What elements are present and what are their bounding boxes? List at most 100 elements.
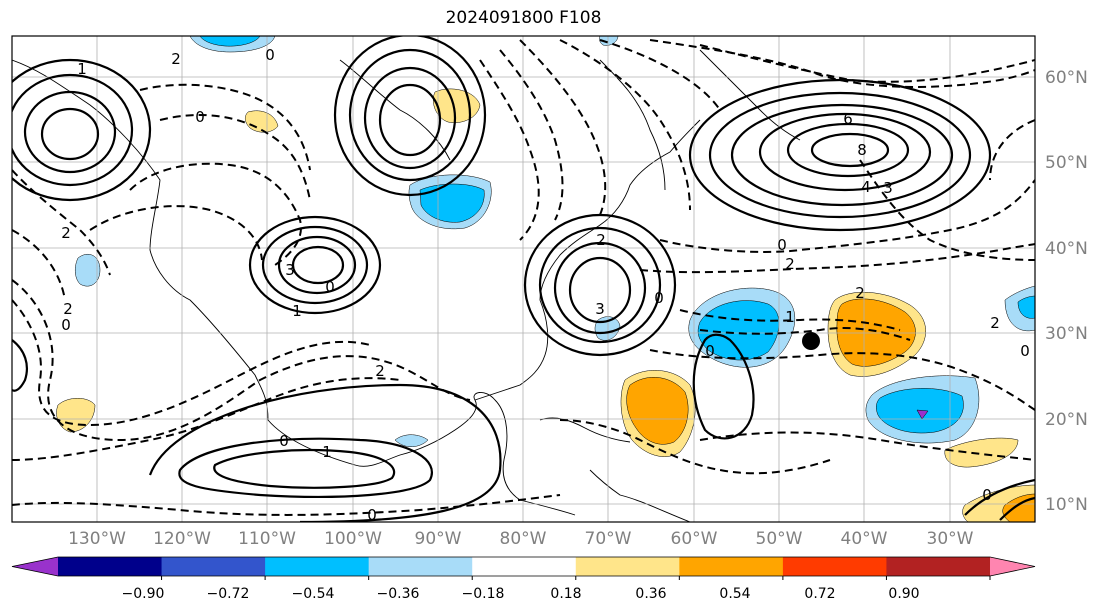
map-title: 2024091800 F108 (445, 8, 602, 28)
contour-line (248, 215, 382, 315)
contour-line (12, 229, 66, 301)
contour-line (129, 162, 302, 266)
colorbar-tick-label: −0.54 (291, 586, 335, 602)
colorbar-tick-label: −0.90 (121, 586, 165, 602)
colorbar-segment (575, 557, 680, 576)
lat-label: 20°N (1045, 410, 1088, 430)
positive-anomaly-region (56, 398, 96, 433)
lon-label: 90°W (414, 529, 462, 549)
contour-label: 3 (883, 179, 893, 197)
contour-line (178, 437, 433, 498)
contour-line (261, 225, 369, 305)
contour-layer (12, 36, 1035, 522)
colorbar-tick-label: −0.18 (461, 586, 505, 602)
colorbar (11, 556, 1036, 580)
strong-negative-core (916, 409, 929, 420)
contour-line (213, 448, 396, 489)
contour-line (553, 241, 647, 335)
contour-line (378, 83, 442, 157)
contour-line (964, 478, 1035, 516)
contour-line (538, 226, 662, 344)
contour-line (659, 179, 1035, 253)
positive-anomaly-region (626, 377, 689, 445)
lat-label: 40°N (1045, 239, 1088, 259)
contour-label: 1 (77, 60, 87, 78)
contour-label-layer: 0 1 2 2 0 0 2 6 8 4 3 0 2 3 2 0 3 0 1 0 … (61, 46, 1030, 524)
negative-anomaly-region (1017, 295, 1035, 319)
lon-label: 40°W (840, 529, 888, 549)
contour-label: 2 (375, 362, 385, 380)
contour-label: 1 (292, 302, 302, 320)
positive-contours (12, 36, 1035, 522)
contour-label: 1 (785, 308, 795, 326)
contour-line (519, 39, 607, 216)
contour-line (599, 39, 721, 111)
contour-label: 2 (171, 50, 181, 68)
contour-label: 0 (279, 432, 289, 450)
contour-label: 2 (596, 231, 606, 249)
coastline (699, 49, 801, 141)
contour-label: 0 (654, 289, 664, 307)
lat-label: 30°N (1045, 324, 1088, 344)
contour-line (363, 66, 457, 170)
contour-line (699, 431, 1035, 461)
contour-label: 1 (322, 443, 332, 461)
contour-label: 6 (843, 110, 853, 128)
colorbar-outline (11, 556, 1036, 577)
negative-contours (12, 39, 1035, 516)
contour-label: 0 (982, 486, 992, 504)
negative-anomaly-region (394, 434, 429, 447)
contour-line (277, 235, 357, 295)
contour-label: 0 (367, 506, 377, 524)
contour-line (730, 103, 954, 207)
coastline (599, 59, 666, 191)
contour-label: 0 (61, 316, 71, 334)
map-frame (11, 35, 1036, 523)
lon-label: 130°W (68, 529, 126, 549)
lon-label: 110°W (238, 529, 296, 549)
graticule (12, 36, 1035, 522)
coastline-layer (12, 49, 801, 522)
contour-line (159, 114, 311, 201)
contour-line (12, 73, 134, 187)
contour-line (699, 327, 911, 341)
contour-line (40, 107, 100, 161)
lon-label: 80°W (499, 529, 547, 549)
positive-anomaly-region (245, 110, 279, 133)
coastline (539, 417, 631, 443)
negative-anomaly-region (599, 36, 619, 46)
contour-line (989, 119, 1035, 181)
contour-line (699, 44, 1035, 83)
colorbar-segment (58, 557, 163, 576)
contour-line (786, 122, 910, 178)
contour-line (148, 383, 502, 522)
negative-anomaly-region (199, 36, 261, 47)
colorbar-segment (782, 557, 887, 576)
colorbar-tick-label: 0.90 (888, 586, 920, 602)
position-marker (802, 332, 820, 350)
contour-label: 4 (861, 178, 871, 196)
contour-label: 0 (1020, 342, 1030, 360)
lon-label: 50°W (755, 529, 803, 549)
contour-line (23, 90, 117, 174)
contour-line (12, 377, 401, 461)
contour-label: 0 (265, 46, 275, 64)
contour-line (708, 91, 972, 219)
contour-line (859, 159, 1035, 261)
contour-line (688, 78, 992, 232)
contour-line (12, 58, 152, 202)
colorbar-segment (368, 557, 473, 576)
contour-label: 0 (325, 278, 335, 296)
contour-line (479, 59, 540, 241)
colorbar-segment (161, 557, 266, 576)
lon-label: 100°W (324, 529, 382, 549)
colorbar-tick-label: 0.54 (719, 586, 751, 602)
lat-label: 50°N (1045, 153, 1088, 173)
coastline (12, 59, 576, 516)
contour-line (12, 494, 561, 516)
contour-line (649, 349, 1035, 411)
contour-label: 0 (705, 342, 715, 360)
contour-line (12, 279, 471, 442)
lat-label: 60°N (1045, 68, 1088, 88)
